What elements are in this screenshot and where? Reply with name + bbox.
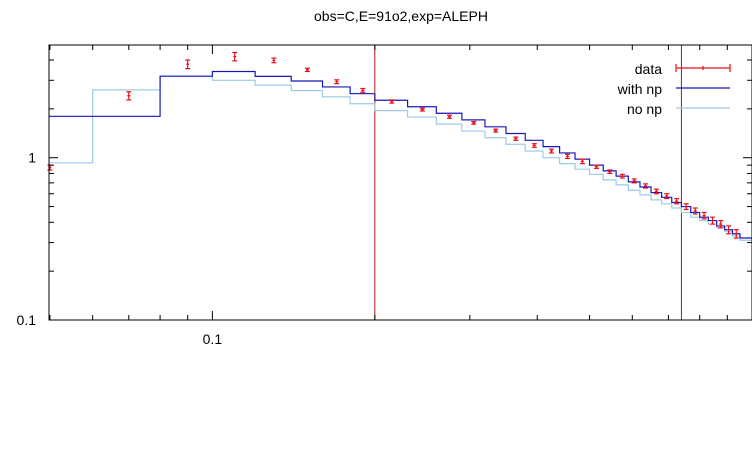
data-point-31 xyxy=(726,225,732,235)
data-point-25 xyxy=(674,197,680,205)
data-point-12 xyxy=(493,128,499,133)
data-point-2 xyxy=(185,59,191,70)
data-point-0 xyxy=(47,164,53,171)
data-point-5 xyxy=(304,67,310,73)
legend-label-data: data xyxy=(635,61,662,77)
x-tick-label-0: 0.1 xyxy=(203,331,223,347)
data-point-22 xyxy=(643,183,649,189)
series-with-np-line xyxy=(49,70,752,239)
data-point-10 xyxy=(446,114,452,119)
data-point-23 xyxy=(653,188,659,195)
legend-label-no-np: no np xyxy=(627,101,662,117)
data-point-16 xyxy=(564,153,570,160)
data-point-27 xyxy=(692,207,698,215)
data-point-15 xyxy=(548,148,554,154)
legend-sample-data xyxy=(675,64,731,72)
data-point-30 xyxy=(718,219,724,229)
y-tick-label-0: 1 xyxy=(28,150,36,166)
data-point-1 xyxy=(126,91,132,101)
data-point-17 xyxy=(579,158,585,165)
legend-label-with-np: with np xyxy=(617,81,663,97)
data-point-20 xyxy=(619,173,625,179)
data-point-19 xyxy=(607,169,613,175)
data-point-28 xyxy=(701,211,707,220)
chart-title: obs=C,E=91o2,exp=ALEPH xyxy=(314,8,488,24)
data-point-26 xyxy=(683,203,689,211)
data-point-11 xyxy=(471,120,477,125)
data-point-21 xyxy=(631,178,637,184)
data-point-7 xyxy=(360,87,366,93)
data-point-3 xyxy=(232,51,238,62)
data-point-4 xyxy=(271,57,277,64)
legend: data with np no np xyxy=(617,61,731,117)
data-point-9 xyxy=(419,107,425,112)
data-point-13 xyxy=(513,136,519,141)
y-tick-label-1: 0.1 xyxy=(17,312,37,328)
data-point-32 xyxy=(733,229,739,239)
series-no-np-line xyxy=(49,75,752,241)
data-point-24 xyxy=(664,193,670,200)
data-point-14 xyxy=(531,143,537,148)
data-point-6 xyxy=(334,79,340,85)
data-point-29 xyxy=(710,216,716,225)
data-point-8 xyxy=(389,99,395,104)
data-point-18 xyxy=(593,164,599,169)
